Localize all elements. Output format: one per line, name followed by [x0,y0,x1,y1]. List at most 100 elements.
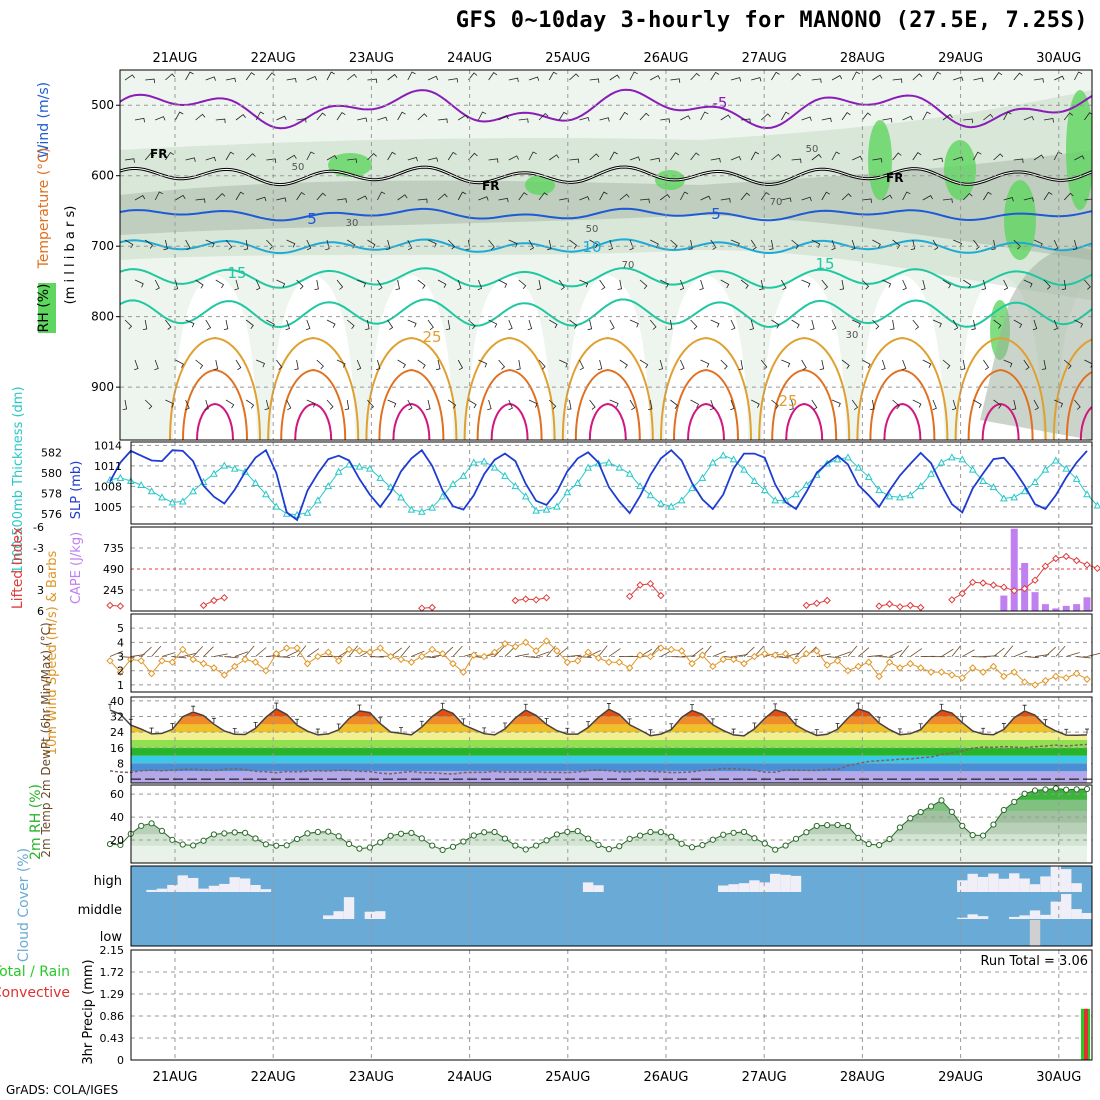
rh2m-point [969,832,976,839]
isotherm-5 [120,207,1092,222]
wind10-point [553,647,561,655]
wind-barb [892,152,902,161]
cloud-cell-high [749,880,760,892]
cape-bar [1073,604,1081,611]
temp-tick-label: 24 [110,726,124,739]
wind-barb [266,158,277,164]
wind-barb [518,192,528,201]
wind-barb [266,72,276,81]
wind-barb [1061,279,1067,290]
rh2m-point [886,836,893,843]
wind-barb [760,191,770,201]
wind-barb [1041,359,1047,370]
x-tick-top-label: 26AUG [643,51,688,66]
wind-barb [730,399,735,411]
wind-barb [215,193,226,201]
cloud-cell-high [780,874,791,892]
wind10-barb [858,647,870,657]
lifted-index-point [1052,554,1060,563]
wind-barb [325,239,330,251]
cloud-cell-middle [343,897,355,919]
wind-barb [599,279,606,291]
lifted-index-point [823,596,831,605]
thickness-point [147,487,156,495]
wind-barb [872,319,880,330]
wind-barb [659,194,671,201]
wind-barb [1074,155,1085,161]
rh-green-patch [868,120,892,200]
rh2m-point [283,842,290,849]
isotherm-35-lobe [687,402,725,440]
wind10-barb [151,645,162,657]
x-tick-top-label: 25AUG [545,51,590,66]
wind-barb [740,192,751,201]
wind-barb [932,157,943,163]
cloud-cell-high [988,873,999,892]
wind-barb [932,319,942,328]
isotherm-35-lobe [196,402,234,440]
wind10-point [719,655,727,664]
rh-contour-label: 70 [622,260,635,271]
wind-barb [124,158,135,163]
rh2m-point [418,835,425,842]
isotherm-30-lobe [673,368,739,440]
wind-barb [771,71,780,81]
wind-barb [256,196,267,202]
wind-barb [377,191,386,201]
temp-error-bar [835,722,840,729]
rh2m-point [221,830,228,837]
lifted-index-point [418,604,426,612]
wind-barb [538,112,549,121]
rh2m-point [865,840,872,848]
wind-barb [821,117,832,123]
x-tick-top-label: 27AUG [742,51,787,66]
cloud-cell-high [177,875,188,892]
wind-barb [286,78,297,83]
wind-barb [518,118,529,123]
rh2m-point [314,828,321,836]
wind10-barb [899,645,909,657]
wind10-barb [577,656,592,658]
wind-barb [609,74,620,81]
wind-barb [185,319,195,328]
thickness-point [428,503,437,511]
wind-barb [165,151,174,161]
rh-bands [131,788,1087,863]
wind-barb [821,279,829,290]
rh2m-point [179,841,186,848]
wind-barb [1013,319,1023,329]
wind-barb [751,399,760,408]
cloud-cell-high [1050,866,1062,892]
rh2m-point [772,846,779,853]
wind-barb [951,399,957,411]
wind-barb [547,239,552,251]
temp-error-bar [752,722,757,728]
temp-error-bar [170,722,175,729]
wind-barb [1043,279,1051,290]
wind-barb [457,279,462,291]
wind-barb [549,319,558,329]
wind-barb [1063,192,1074,201]
wind-barb [296,118,307,123]
rh2m-point [345,840,353,848]
thickness-point [854,463,863,471]
wind10-point [916,664,925,672]
wind-barb [1063,359,1072,370]
wind-barb [609,399,619,408]
wind-barb [163,239,168,251]
wind-barb [175,359,184,368]
temp-error-bar [981,727,986,734]
wind10-barb [1024,656,1039,659]
stability-frame [130,526,1093,612]
isotherm-35-lobe [785,402,824,440]
wind-barb [841,359,850,369]
wind10-point [179,645,187,654]
rh2m-point [678,840,685,847]
cloud-axis-label: Cloud Cover (%) [16,848,32,962]
wind-barb [679,279,685,291]
wind-barb [648,399,653,410]
wind10-point [490,648,499,656]
wind-barb [922,111,931,121]
rh-green-patch [1004,180,1036,260]
temp-tick-label: 16 [110,742,124,755]
